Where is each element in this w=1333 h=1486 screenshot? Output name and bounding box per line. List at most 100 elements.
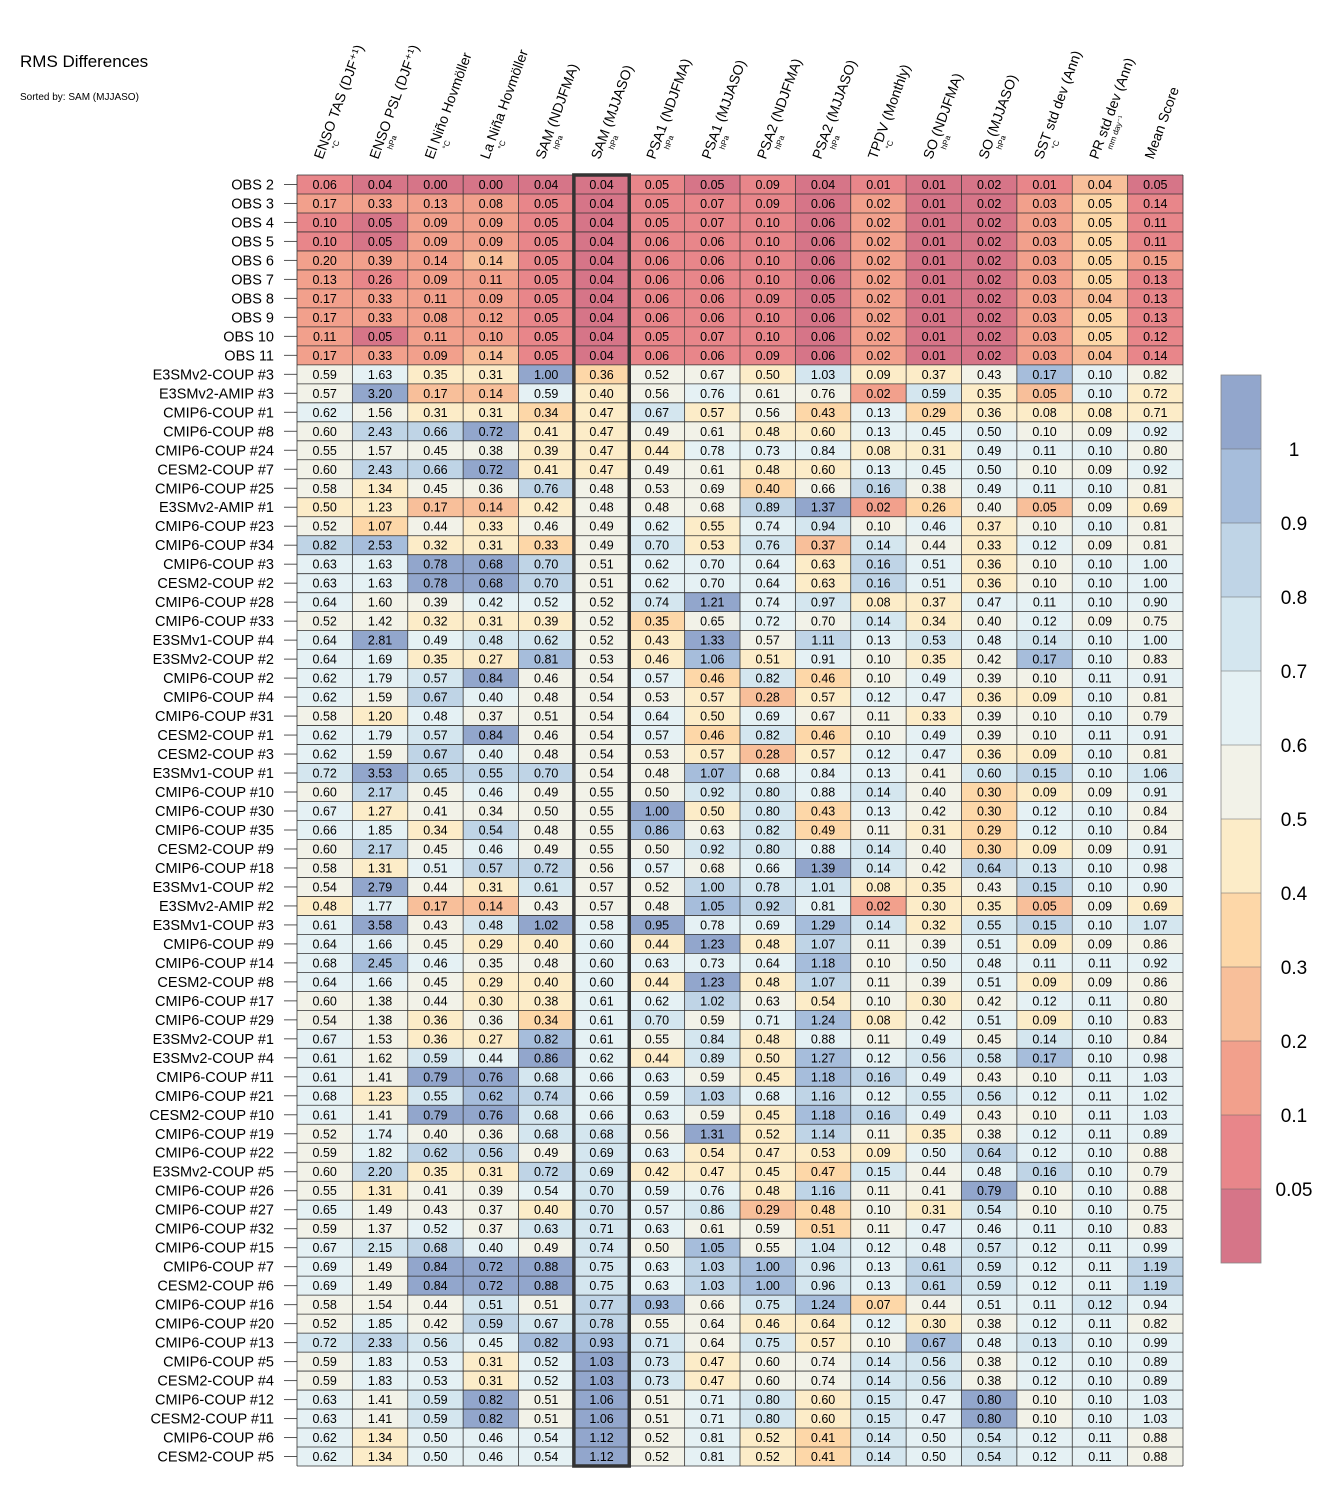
heatmap-cell bbox=[573, 269, 630, 289]
row-label: CMIP6-COUP #9 bbox=[163, 937, 274, 953]
heatmap-cell bbox=[850, 554, 907, 574]
cell-value: 0.45 bbox=[756, 1070, 780, 1084]
heatmap-cell bbox=[1016, 193, 1073, 213]
cell-value: 0.02 bbox=[866, 349, 890, 363]
cell-value: 0.41 bbox=[534, 425, 558, 439]
cell-value: 0.58 bbox=[589, 918, 613, 932]
cell-value: 0.35 bbox=[922, 1127, 946, 1141]
cell-value: 0.10 bbox=[1032, 520, 1056, 534]
cell-value: 0.31 bbox=[479, 1165, 503, 1179]
heatmap-cell bbox=[573, 288, 630, 308]
cell-value: 0.67 bbox=[811, 710, 835, 724]
cell-value: 0.50 bbox=[645, 1241, 669, 1255]
heatmap-cell bbox=[1016, 516, 1073, 536]
row-label: CMIP6-COUP #21 bbox=[155, 1089, 274, 1105]
heatmap-cell bbox=[961, 478, 1017, 498]
cell-value: 0.51 bbox=[534, 1298, 558, 1312]
column-headers: ENSO TAS (DJF⁺¹)°C ENSO PSL (DJF⁺¹)hPa El … bbox=[310, 42, 1182, 161]
cell-value: 0.49 bbox=[922, 1070, 946, 1084]
heatmap-cell bbox=[795, 402, 851, 422]
cell-value: 0.52 bbox=[313, 1317, 337, 1331]
cell-value: 0.56 bbox=[977, 1089, 1001, 1103]
cell-value: 0.70 bbox=[700, 577, 724, 591]
cell-value: 0.37 bbox=[479, 1222, 503, 1236]
cell-value: 1.77 bbox=[368, 899, 392, 913]
heatmap-cell bbox=[850, 478, 907, 498]
column-header: Mean Score bbox=[1141, 84, 1182, 161]
heatmap-cell bbox=[906, 231, 962, 251]
cell-value: 0.41 bbox=[811, 1450, 835, 1464]
cell-value: 0.75 bbox=[589, 1260, 613, 1274]
cell-value: 0.40 bbox=[756, 482, 780, 496]
heatmap-cell bbox=[629, 175, 685, 194]
cell-value: 0.10 bbox=[756, 216, 780, 230]
cell-value: 0.57 bbox=[811, 1336, 835, 1350]
cell-value: 0.02 bbox=[866, 387, 890, 401]
cell-value: 1.07 bbox=[811, 937, 835, 951]
cell-value: 0.31 bbox=[922, 1203, 946, 1217]
heatmap-cell bbox=[629, 364, 685, 384]
row-label: E3SMv2-COUP #2 bbox=[153, 652, 274, 668]
cell-value: 0.01 bbox=[922, 178, 946, 192]
cell-value: 0.57 bbox=[700, 406, 724, 420]
cell-value: 0.02 bbox=[977, 349, 1001, 363]
heatmap-cell bbox=[740, 497, 796, 517]
row-label: E3SMv2-COUP #1 bbox=[153, 1032, 274, 1048]
cell-value: 0.49 bbox=[811, 823, 835, 837]
cell-value: 0.11 bbox=[424, 330, 447, 344]
cell-value: 0.38 bbox=[977, 1374, 1001, 1388]
cell-value: 0.83 bbox=[1143, 653, 1167, 667]
cell-value: 0.54 bbox=[589, 767, 613, 781]
cell-value: 0.14 bbox=[423, 254, 447, 268]
cell-value: 0.81 bbox=[1143, 539, 1167, 553]
cell-value: 0.01 bbox=[922, 216, 946, 230]
heatmap-cell bbox=[740, 231, 796, 251]
heatmap-cell bbox=[906, 345, 962, 365]
cell-value: 1.00 bbox=[645, 805, 669, 819]
cell-value: 0.60 bbox=[756, 1374, 780, 1388]
cell-value: 0.08 bbox=[866, 444, 890, 458]
heatmap-cell bbox=[684, 250, 740, 270]
cell-value: 0.50 bbox=[645, 842, 669, 856]
cell-value: 2.33 bbox=[368, 1336, 392, 1350]
heatmap-cell bbox=[352, 269, 408, 289]
cell-value: 0.12 bbox=[866, 691, 890, 705]
cell-value: 0.36 bbox=[977, 748, 1001, 762]
cell-value: 0.63 bbox=[811, 558, 835, 572]
heatmap-cell bbox=[795, 535, 851, 555]
heatmap-cell bbox=[518, 364, 574, 384]
cell-value: 0.06 bbox=[811, 235, 835, 249]
cell-value: 0.76 bbox=[534, 482, 558, 496]
cell-value: 0.88 bbox=[1143, 1431, 1167, 1445]
cell-value: 0.27 bbox=[479, 1032, 503, 1046]
cell-value: 2.17 bbox=[368, 842, 392, 856]
cell-value: 0.04 bbox=[589, 330, 613, 344]
cell-value: 0.30 bbox=[977, 842, 1001, 856]
heatmap-cell bbox=[684, 175, 740, 194]
cell-value: 0.10 bbox=[1088, 653, 1112, 667]
heatmap-cell bbox=[407, 440, 464, 460]
cell-value: 0.09 bbox=[1088, 842, 1112, 856]
cell-value: 0.51 bbox=[922, 558, 946, 572]
cell-value: 0.51 bbox=[977, 937, 1001, 951]
row-label: CMIP6-COUP #20 bbox=[155, 1317, 274, 1333]
cell-value: 0.74 bbox=[756, 520, 780, 534]
cell-value: 0.57 bbox=[700, 691, 724, 705]
heatmap-cell bbox=[297, 478, 353, 498]
heatmap-cell bbox=[906, 193, 962, 213]
heatmap-cell bbox=[407, 288, 464, 308]
cell-value: 0.60 bbox=[811, 425, 835, 439]
cell-value: 0.10 bbox=[1088, 1146, 1112, 1160]
cell-value: 0.61 bbox=[313, 1108, 337, 1122]
heatmap-cell bbox=[629, 269, 685, 289]
cell-value: 0.44 bbox=[645, 444, 669, 458]
row-label: E3SMv1-COUP #4 bbox=[153, 633, 274, 649]
cell-value: 0.82 bbox=[479, 1412, 503, 1426]
heatmap-cell bbox=[740, 364, 796, 384]
colorbar-segment bbox=[1221, 967, 1261, 1041]
cell-value: 1.63 bbox=[368, 368, 392, 382]
cell-value: 0.47 bbox=[922, 1412, 946, 1426]
cell-value: 0.10 bbox=[1088, 596, 1112, 610]
heatmap-cell bbox=[629, 288, 685, 308]
cell-value: 0.49 bbox=[922, 1032, 946, 1046]
